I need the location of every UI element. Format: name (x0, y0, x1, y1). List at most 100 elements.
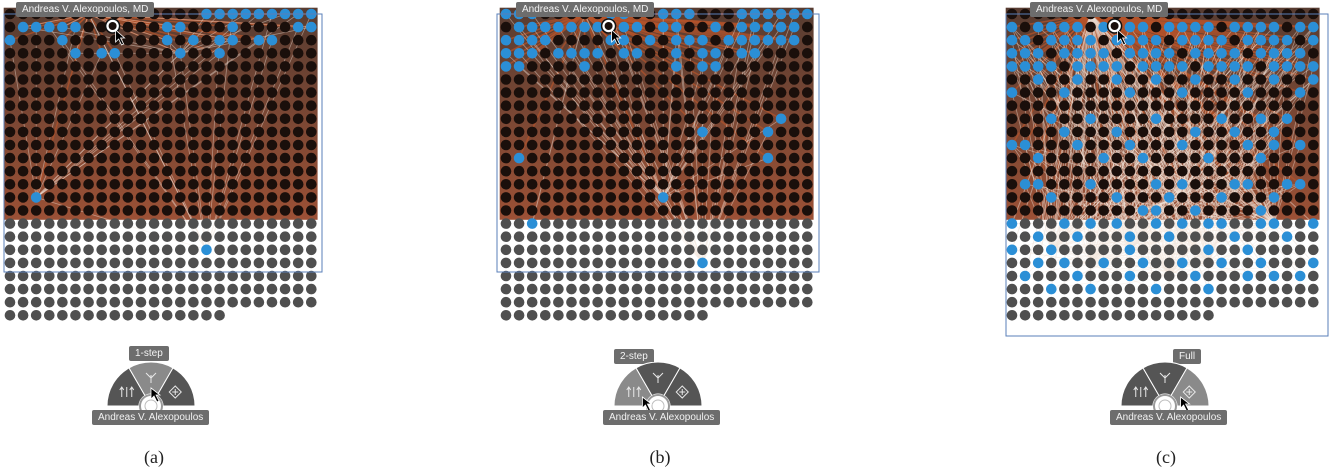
node-highlighted (1019, 139, 1031, 151)
edge (702, 66, 716, 263)
node (1281, 139, 1293, 151)
edge (1051, 210, 1157, 251)
node (1006, 126, 1018, 138)
network-grid-b[interactable] (496, 0, 826, 340)
node-inactive (148, 270, 160, 282)
node-inactive (1229, 283, 1240, 295)
edge (1208, 223, 1222, 264)
node-inactive (96, 283, 107, 295)
edge (1050, 13, 1092, 250)
node (96, 21, 107, 33)
node (1124, 74, 1136, 85)
node (83, 21, 94, 33)
node (526, 126, 538, 138)
node-highlighted (1085, 283, 1096, 295)
node-inactive (1294, 296, 1306, 308)
node-inactive (4, 283, 16, 295)
node (188, 205, 199, 216)
node (605, 165, 617, 177)
node-inactive (109, 231, 121, 242)
node-inactive (4, 310, 16, 321)
node (802, 126, 813, 138)
node-inactive (1203, 231, 1214, 242)
node-inactive (500, 296, 512, 308)
node (227, 100, 238, 111)
node (723, 152, 734, 164)
edge (87, 13, 116, 54)
node (1281, 192, 1293, 203)
node-inactive (175, 270, 186, 282)
node (83, 139, 94, 151)
node (579, 87, 590, 98)
node-inactive (657, 310, 669, 321)
node-inactive (1072, 244, 1083, 256)
node-highlighted (723, 34, 734, 46)
edge (1142, 40, 1183, 198)
node (148, 205, 160, 216)
node-highlighted (1032, 231, 1044, 242)
node-inactive (592, 218, 603, 229)
network-grid-c[interactable] (1002, 0, 1330, 340)
node-inactive (17, 244, 29, 256)
node (1229, 192, 1240, 203)
node-inactive (1072, 296, 1083, 308)
node (175, 61, 186, 72)
node (802, 192, 813, 203)
edge (1181, 66, 1209, 263)
node (1268, 179, 1280, 190)
node-inactive (1281, 244, 1293, 256)
node (1032, 139, 1044, 151)
menu-center-label: Andreas V. Alexopoulos (603, 410, 721, 425)
node-inactive (788, 231, 800, 242)
node (644, 179, 656, 190)
node-inactive (214, 231, 225, 242)
node-inactive (697, 296, 708, 308)
node (57, 113, 68, 125)
node (671, 139, 682, 151)
node (306, 192, 317, 203)
radial-menu-c[interactable] (1100, 362, 1230, 432)
node (579, 205, 590, 216)
edge (1050, 13, 1092, 290)
node (279, 61, 291, 72)
edge (1050, 53, 1196, 251)
node (83, 126, 94, 138)
node (17, 48, 29, 59)
node-inactive (618, 218, 630, 229)
node-highlighted (1242, 34, 1254, 46)
caption-b: (b) (649, 447, 671, 467)
network-grid-a[interactable] (0, 0, 330, 340)
node-inactive (540, 231, 551, 242)
node (605, 126, 617, 138)
node (1281, 152, 1293, 164)
node (1216, 179, 1227, 190)
node-inactive (1019, 231, 1031, 242)
node-highlighted (1177, 21, 1188, 33)
node (214, 100, 225, 111)
node (749, 126, 761, 138)
caption-a: (a) (144, 447, 164, 467)
node-highlighted (1111, 218, 1123, 229)
node-inactive (4, 296, 16, 308)
node-inactive (1046, 270, 1057, 282)
node (1255, 100, 1267, 111)
node (135, 21, 147, 33)
selected-node-core (108, 22, 117, 30)
node-highlighted (1268, 126, 1280, 138)
node-highlighted (109, 48, 121, 59)
edge (1090, 53, 1131, 263)
node-highlighted (1150, 283, 1162, 295)
radial-menu-a[interactable] (86, 362, 216, 432)
node-inactive (1281, 296, 1293, 308)
node-highlighted (1072, 139, 1083, 151)
node-inactive (1111, 296, 1123, 308)
node-highlighted (1032, 21, 1044, 33)
node-inactive (631, 231, 643, 242)
node-highlighted (1085, 48, 1096, 59)
node (1085, 205, 1096, 216)
edge (35, 27, 76, 198)
node (526, 205, 538, 216)
edge (1208, 66, 1236, 263)
node-highlighted (1032, 74, 1044, 85)
node-inactive (122, 218, 134, 229)
